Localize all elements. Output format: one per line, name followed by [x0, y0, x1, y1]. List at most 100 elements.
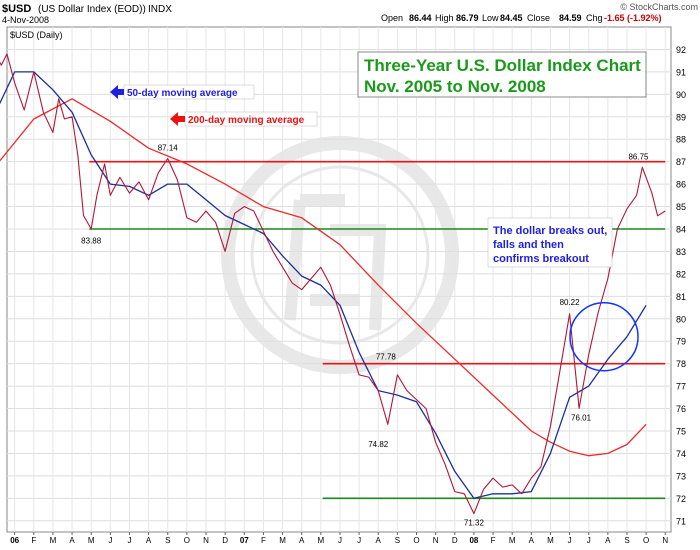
x-tick-label: M [88, 536, 95, 545]
y-tick-label: 82 [676, 269, 686, 279]
x-tick-label: F [31, 536, 36, 545]
series-lines [0, 53, 666, 515]
x-tick-label: A [529, 536, 535, 545]
series-label: $USD (Daily) [10, 30, 63, 40]
x-tick-label: N [433, 536, 439, 545]
y-tick-label: 81 [676, 292, 686, 302]
x-tick-label: D [222, 536, 228, 545]
source-credit: © StockCharts.com [620, 2, 698, 12]
x-tick-label: M [509, 536, 516, 545]
x-tick-label: 06 [10, 536, 19, 545]
x-tick-label: N [203, 536, 209, 545]
breakout-line3: confirms breakout [493, 253, 589, 265]
price-line [0, 53, 666, 515]
title-box-frame [357, 51, 647, 98]
x-tick-label: D [452, 536, 458, 545]
breakout-box [487, 217, 613, 268]
symbol: $USD [2, 3, 31, 15]
y-tick-label: 84 [676, 225, 686, 235]
price-label: 86.75 [628, 152, 649, 161]
title-line1: Three-Year U.S. Dollar Index Chart [364, 56, 641, 75]
x-tick-label: J [357, 536, 361, 545]
x-tick-label: J [338, 536, 342, 545]
index-name: (US Dollar Index (EOD)) [38, 4, 146, 15]
low-label: Low [482, 13, 499, 23]
y-tick-label: 89 [676, 112, 686, 122]
x-tick-label: A [69, 536, 75, 545]
y-tick-label: 74 [676, 449, 686, 459]
x-tick-label: O [413, 536, 419, 545]
high-label: High [435, 13, 454, 23]
y-axis: 71 72 73 74 75 76 77 78 79 80 81 82 83 84 85 86 87 88 89 90… [676, 45, 686, 526]
x-tick-label: A [146, 536, 152, 545]
gridlines [7, 27, 671, 532]
arrow-left-icon [110, 85, 124, 99]
y-tick-label: 85 [676, 202, 686, 212]
ma50-callout: 50-day moving average [110, 84, 255, 100]
y-tick-label: 77 [676, 382, 686, 392]
price-label: 87.14 [158, 144, 179, 153]
open-value: 86.44 [409, 13, 432, 23]
exchange: INDX [148, 4, 172, 15]
y-tick-label: 87 [676, 157, 686, 167]
price-label: 76.01 [571, 413, 592, 422]
close-label: Close [527, 13, 550, 23]
y-tick-label: 78 [676, 359, 686, 369]
x-tick-label: M [279, 536, 286, 545]
price-label: 74.82 [368, 440, 389, 449]
title-box: Three-Year U.S. Dollar Index Chart Nov. … [357, 51, 647, 98]
y-tick-label: 91 [676, 67, 686, 77]
x-tick-label: S [395, 536, 400, 545]
price-label: 77.78 [376, 353, 397, 362]
price-label: 71.32 [464, 519, 485, 528]
ma50-label: 50-day moving average [127, 88, 238, 99]
x-tick-label: A [299, 536, 305, 545]
y-tick-label: 79 [676, 337, 686, 347]
ma50-line [0, 71, 647, 499]
x-tick-label: J [587, 536, 591, 545]
title-line2: Nov. 2005 to Nov. 2008 [364, 77, 546, 96]
chg-label: Chg [586, 13, 603, 23]
ohlc-readout: Open 86.44 High 86.79 Low 84.45 Close 84… [381, 13, 662, 23]
price-label: 83.88 [81, 237, 102, 246]
x-axis: D06FMAMJJASOND07FMAMJJASOND08FMAMJJASON [10, 532, 668, 545]
y-tick-label: 72 [676, 494, 686, 504]
header-date: 4-Nov-2008 [2, 15, 49, 25]
x-tick-label: 08 [469, 536, 478, 545]
x-tick-label: S [165, 536, 170, 545]
ma200-callout: 200-day moving average [170, 111, 318, 127]
y-tick-label: 73 [676, 471, 686, 481]
x-tick-label: F [261, 536, 266, 545]
open-label: Open [381, 13, 403, 23]
x-tick-label: J [568, 536, 572, 545]
y-tick-label: 76 [676, 404, 686, 414]
breakout-circle-shape [569, 301, 639, 372]
y-tick-label: 75 [676, 427, 686, 437]
x-tick-label: J [108, 536, 112, 545]
y-tick-label: 83 [676, 247, 686, 257]
breakout-circle [569, 301, 639, 372]
high-value: 86.79 [456, 13, 479, 23]
low-value: 84.45 [500, 13, 523, 23]
x-tick-label: M [50, 536, 57, 545]
plot-area [6, 26, 672, 533]
price-labels: 87.14 83.88 77.78 74.82 71.32 80.22 76.01 86.75 [81, 144, 649, 528]
x-tick-label: M [317, 536, 324, 545]
arrow-left-icon [170, 112, 185, 126]
price-label: 80.22 [560, 298, 581, 307]
x-tick-label: O [184, 536, 190, 545]
y-tick-label: 86 [676, 180, 686, 190]
y-tick-label: 80 [676, 314, 686, 324]
y-tick-label: 92 [676, 45, 686, 55]
x-tick-label: S [624, 536, 629, 545]
y-tick-label: 90 [676, 90, 686, 100]
ma200-label: 200-day moving average [188, 115, 305, 126]
close-value: 84.59 [559, 13, 582, 23]
x-tick-label: M [547, 536, 554, 545]
y-tick-label: 88 [676, 135, 686, 145]
breakout-line2: falls and then [493, 239, 564, 251]
x-tick-label: A [376, 536, 382, 545]
x-tick-label: N [662, 536, 668, 545]
